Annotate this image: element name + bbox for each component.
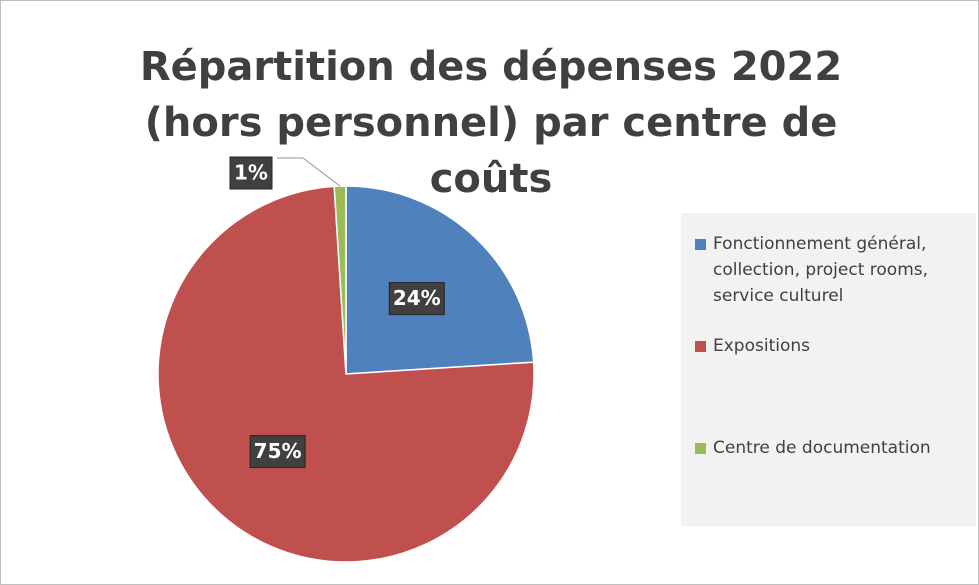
pie-slice	[157, 185, 535, 563]
legend-swatch	[695, 239, 706, 250]
leader-line	[277, 157, 341, 187]
data-label-box	[229, 156, 273, 190]
legend-label: Fonctionnement général, collection, proj…	[713, 234, 929, 306]
chart-title: Répartition des dépenses 2022 (hors pers…	[139, 44, 843, 202]
data-label: 75%	[254, 439, 302, 463]
legend-swatch	[695, 341, 706, 352]
legend-item: Centre de documentation	[695, 435, 978, 461]
data-label-box	[388, 282, 445, 316]
legend-item: Fonctionnement général, collection, proj…	[695, 231, 978, 309]
data-label: 24%	[393, 286, 441, 310]
legend: Fonctionnement général, collection, proj…	[681, 213, 976, 526]
legend-label: Centre de documentation	[713, 438, 931, 458]
legend-item: Expositions	[695, 333, 978, 359]
legend-swatch	[695, 443, 706, 454]
pie-slice	[345, 185, 535, 375]
data-label-box	[249, 435, 306, 469]
legend-label: Expositions	[713, 336, 810, 356]
data-label: 1%	[234, 161, 268, 185]
